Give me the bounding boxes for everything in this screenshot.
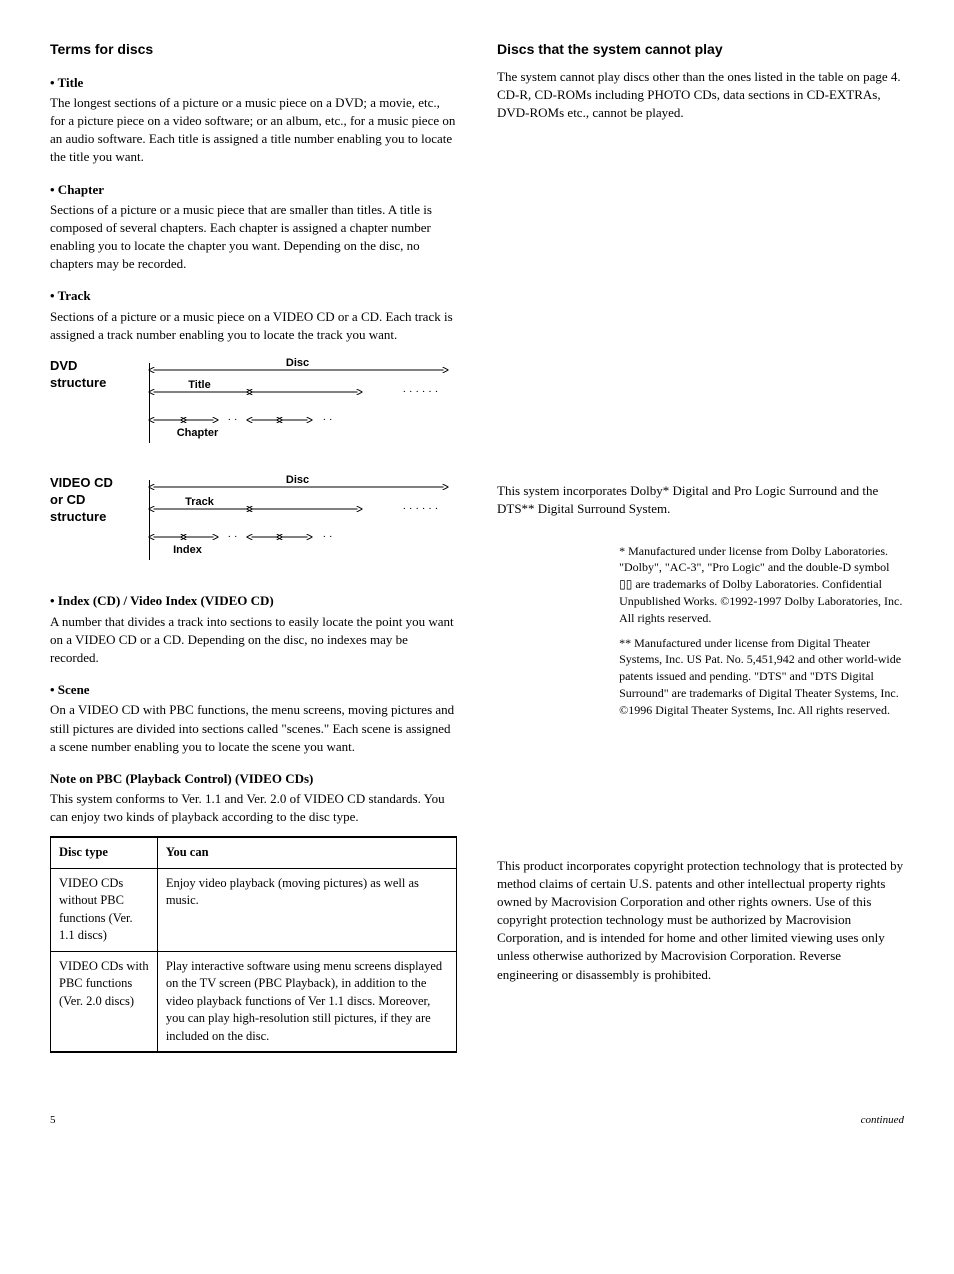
terms-heading: Terms for discs [50, 40, 457, 60]
copyright-text: This product incorporates copyright prot… [497, 857, 904, 984]
svg-text:· · · · · ·: · · · · · · [403, 386, 439, 398]
dvd-structure-label: DVD structure [50, 358, 120, 453]
table-header-disc-type: Disc type [51, 837, 158, 868]
svg-text:Index: Index [173, 544, 203, 556]
svg-text:Chapter: Chapter [177, 427, 219, 439]
svg-text:· ·: · · [228, 414, 238, 426]
cannot-play-heading: Discs that the system cannot play [497, 40, 904, 60]
pbc-note-label: Note on PBC (Playback Control) (VIDEO CD… [50, 770, 457, 788]
table-row: VIDEO CDs without PBC functions (Ver. 1.… [51, 868, 457, 951]
dolby-footnotes: * Manufactured under license from Dolby … [497, 539, 904, 727]
page-footer: 5 continued [50, 1113, 904, 1128]
right-column: Discs that the system cannot play The sy… [497, 40, 904, 1073]
table-header-you-can: You can [157, 837, 456, 868]
cd-structure-block: VIDEO CD or CD structure Disc Track · · … [50, 475, 457, 570]
dolby-footnote-1: * Manufactured under license from Dolby … [619, 543, 904, 627]
cd-structure-diagram: Disc Track · · · · · · · · · · Index [138, 475, 457, 570]
chapter-label: • Chapter [50, 181, 457, 199]
track-text: Sections of a picture or a music piece o… [50, 308, 457, 344]
svg-text:Disc: Disc [286, 475, 309, 486]
dolby-intro: This system incorporates Dolby* Digital … [497, 482, 904, 518]
svg-text:· ·: · · [228, 531, 238, 543]
chapter-text: Sections of a picture or a music piece t… [50, 201, 457, 274]
table-cell: Play interactive software using menu scr… [157, 951, 456, 1052]
svg-text:Title: Title [188, 379, 210, 391]
svg-text:· ·: · · [323, 531, 333, 543]
cannot-play-text: The system cannot play discs other than … [497, 68, 904, 123]
track-label: • Track [50, 287, 457, 305]
table-cell: Enjoy video playback (moving pictures) a… [157, 868, 456, 951]
scene-label: • Scene [50, 681, 457, 699]
left-column: Terms for discs • Title The longest sect… [50, 40, 457, 1073]
title-label: • Title [50, 74, 457, 92]
svg-text:· ·: · · [323, 414, 333, 426]
dvd-structure-block: DVD structure Disc Title · · [50, 358, 457, 453]
index-text: A number that divides a track into secti… [50, 613, 457, 668]
dolby-footnote-2: ** Manufactured under license from Digit… [619, 635, 904, 719]
cd-structure-label: VIDEO CD or CD structure [50, 475, 120, 570]
title-text: The longest sections of a picture or a m… [50, 94, 457, 167]
table-cell: VIDEO CDs without PBC functions (Ver. 1.… [51, 868, 158, 951]
disc-type-table: Disc type You can VIDEO CDs without PBC … [50, 836, 457, 1053]
index-label: • Index (CD) / Video Index (VIDEO CD) [50, 592, 457, 610]
dvd-disc-text: Disc [286, 358, 309, 369]
scene-text: On a VIDEO CD with PBC functions, the me… [50, 701, 457, 756]
svg-text:· · · · · ·: · · · · · · [403, 503, 439, 515]
table-cell: VIDEO CDs with PBC functions (Ver. 2.0 d… [51, 951, 158, 1052]
page-number: 5 [50, 1113, 56, 1128]
table-row: VIDEO CDs with PBC functions (Ver. 2.0 d… [51, 951, 457, 1052]
svg-text:Track: Track [185, 496, 215, 508]
continued-label: continued [861, 1113, 904, 1128]
pbc-note-text: This system conforms to Ver. 1.1 and Ver… [50, 790, 457, 826]
dvd-structure-diagram: Disc Title · · · · · · · · · · Chapter [138, 358, 457, 453]
